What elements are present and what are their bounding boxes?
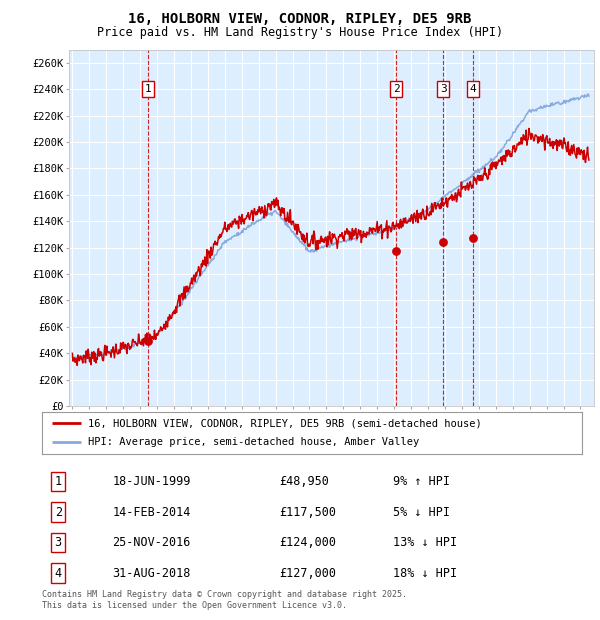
Text: £48,950: £48,950 <box>280 475 329 488</box>
Text: 4: 4 <box>55 567 62 580</box>
Text: Price paid vs. HM Land Registry's House Price Index (HPI): Price paid vs. HM Land Registry's House … <box>97 26 503 39</box>
Text: 18-JUN-1999: 18-JUN-1999 <box>112 475 191 488</box>
Text: 18% ↓ HPI: 18% ↓ HPI <box>393 567 457 580</box>
Text: 13% ↓ HPI: 13% ↓ HPI <box>393 536 457 549</box>
Text: 25-NOV-2016: 25-NOV-2016 <box>112 536 191 549</box>
Text: 1: 1 <box>55 475 62 488</box>
Text: 14-FEB-2014: 14-FEB-2014 <box>112 506 191 519</box>
Text: 5% ↓ HPI: 5% ↓ HPI <box>393 506 450 519</box>
Text: Contains HM Land Registry data © Crown copyright and database right 2025.
This d: Contains HM Land Registry data © Crown c… <box>42 590 407 609</box>
Point <box>143 337 153 347</box>
Text: 16, HOLBORN VIEW, CODNOR, RIPLEY, DE5 9RB: 16, HOLBORN VIEW, CODNOR, RIPLEY, DE5 9R… <box>128 12 472 27</box>
Text: 3: 3 <box>55 536 62 549</box>
Text: 2: 2 <box>55 506 62 519</box>
Text: 16, HOLBORN VIEW, CODNOR, RIPLEY, DE5 9RB (semi-detached house): 16, HOLBORN VIEW, CODNOR, RIPLEY, DE5 9R… <box>88 418 482 428</box>
Text: 31-AUG-2018: 31-AUG-2018 <box>112 567 191 580</box>
Text: 1: 1 <box>145 84 151 94</box>
Text: 9% ↑ HPI: 9% ↑ HPI <box>393 475 450 488</box>
Text: £117,500: £117,500 <box>280 506 337 519</box>
Point <box>391 246 401 256</box>
Text: 3: 3 <box>440 84 446 94</box>
Text: HPI: Average price, semi-detached house, Amber Valley: HPI: Average price, semi-detached house,… <box>88 438 419 448</box>
Text: 4: 4 <box>470 84 476 94</box>
Text: £127,000: £127,000 <box>280 567 337 580</box>
Point <box>439 237 448 247</box>
Text: £124,000: £124,000 <box>280 536 337 549</box>
Point <box>468 234 478 244</box>
Text: 2: 2 <box>393 84 400 94</box>
